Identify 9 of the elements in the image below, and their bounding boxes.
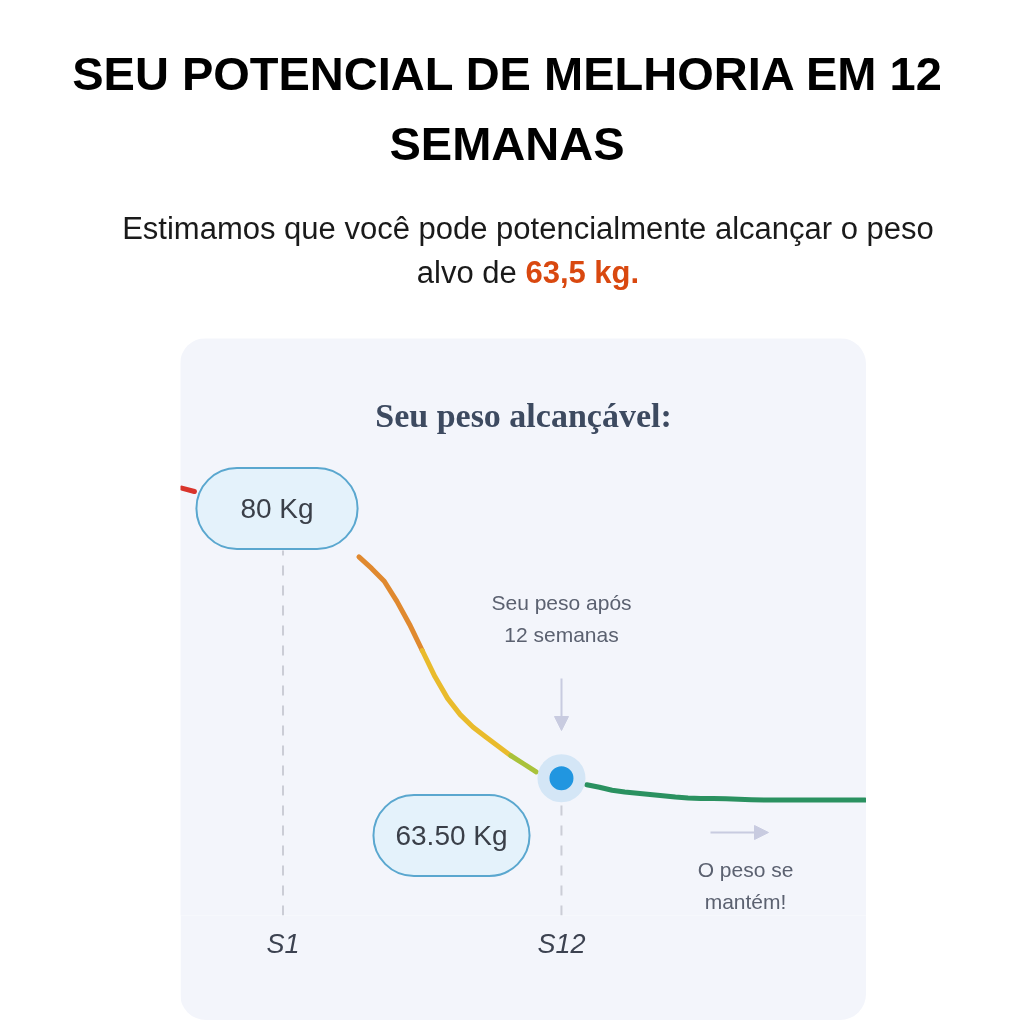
text: Seu peso alcançável: <box>375 397 672 434</box>
x-tick-label: S1 <box>266 928 300 959</box>
annotation: 63.50 Kg <box>395 820 508 851</box>
annotation: Seu peso após 12 semanas <box>491 590 632 647</box>
annotation: 80 Kg <box>240 493 314 524</box>
chart-title: SEU POTENCIAL DE MELHORIA EM 12 SEMANAS <box>71 46 943 172</box>
chart-subtitle: Estimamos que você pode potencialmente alcançar o peso alvo de 63,5 kg. <box>121 210 935 292</box>
annotation: O peso se mantém! <box>697 857 794 914</box>
x-tick-label: S12 <box>537 928 586 959</box>
